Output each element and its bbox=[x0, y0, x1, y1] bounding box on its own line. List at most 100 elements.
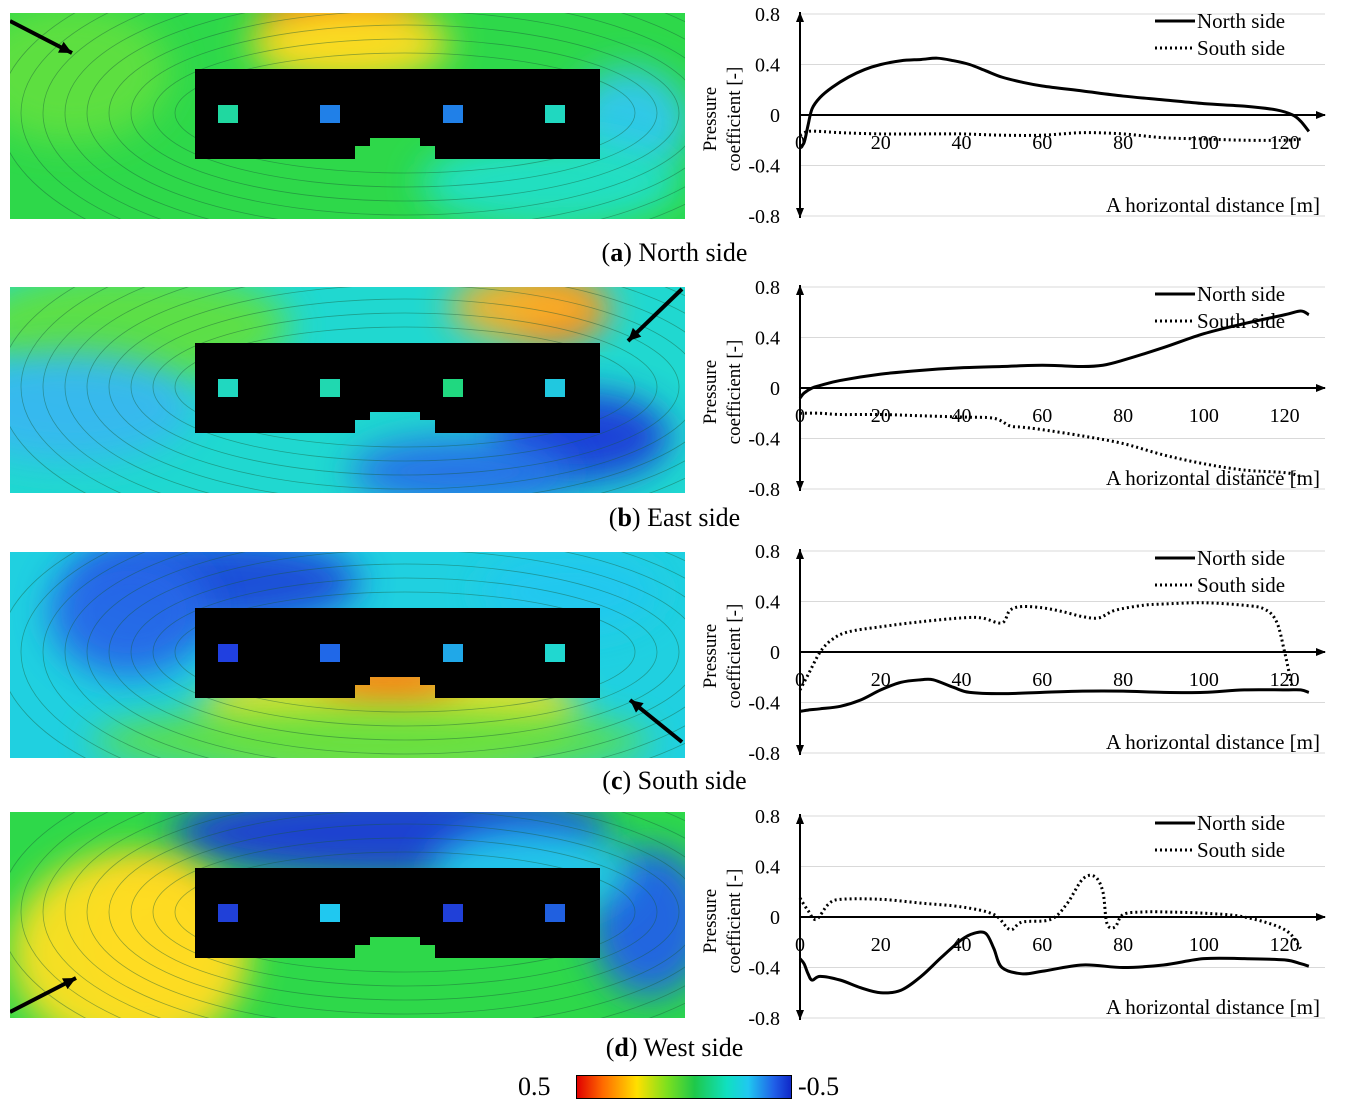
contour-line bbox=[20, 13, 122, 219]
legend-label: North side bbox=[1197, 282, 1285, 306]
courtyard bbox=[320, 904, 340, 922]
x-tick-label: 40 bbox=[952, 669, 972, 691]
contour-line bbox=[108, 13, 685, 216]
colorbar-max-label: 0.5 bbox=[518, 1072, 551, 1101]
y-tick-label: 0 bbox=[770, 105, 780, 127]
x-tick-label: 0 bbox=[795, 132, 805, 154]
building bbox=[195, 69, 600, 159]
series-line-south-side bbox=[799, 129, 1301, 142]
pressure-region bbox=[90, 707, 650, 758]
series-line-north-side bbox=[798, 930, 1310, 995]
contour-line bbox=[20, 287, 122, 493]
legend-label: South side bbox=[1197, 309, 1285, 333]
courtyard bbox=[320, 105, 340, 123]
legend-label: North side bbox=[1197, 811, 1285, 835]
y-tick-label: 0 bbox=[770, 378, 780, 400]
contour-line bbox=[86, 287, 685, 493]
contour-line bbox=[152, 38, 658, 188]
contour-line bbox=[108, 552, 685, 755]
y-tick-label: 0.8 bbox=[755, 806, 780, 828]
contour-line bbox=[174, 326, 636, 448]
contour-line bbox=[42, 812, 685, 1018]
pressure-contour-map-c bbox=[10, 552, 685, 758]
contour-line bbox=[86, 812, 685, 1018]
series-line-north-side bbox=[798, 56, 1311, 148]
contour-line bbox=[42, 13, 685, 219]
x-tick-label: 80 bbox=[1113, 132, 1133, 154]
series-line-south-side bbox=[798, 873, 1302, 950]
x-tick-label: 60 bbox=[1032, 405, 1052, 427]
x-tick-label: 100 bbox=[1189, 934, 1219, 956]
pressure-region bbox=[50, 552, 210, 677]
y-axis-label: Pressure bbox=[700, 624, 721, 688]
contour-line bbox=[130, 823, 680, 1001]
y-axis-label: Pressure bbox=[700, 360, 721, 424]
contour-svg bbox=[10, 287, 685, 493]
y-axis-arrow-top bbox=[796, 549, 804, 559]
x-axis-arrow bbox=[1316, 913, 1326, 921]
x-tick-label: 100 bbox=[1189, 405, 1219, 427]
series-line-north-side bbox=[799, 677, 1310, 713]
x-tick-label: 0 bbox=[795, 405, 805, 427]
contour-line bbox=[152, 312, 658, 462]
courtyard bbox=[320, 644, 340, 662]
y-tick-label: -0.8 bbox=[748, 479, 780, 501]
x-axis-label: A horizontal distance [m] bbox=[1106, 466, 1320, 490]
x-axis-label: A horizontal distance [m] bbox=[1106, 193, 1320, 217]
courtyard bbox=[443, 379, 463, 397]
courtyard bbox=[443, 904, 463, 922]
x-tick-label: 60 bbox=[1032, 934, 1052, 956]
contour-line bbox=[64, 287, 685, 493]
y-axis-label: coefficient [-] bbox=[724, 604, 745, 709]
x-tick-label: 120 bbox=[1270, 405, 1300, 427]
pressure-contour-map-d bbox=[10, 812, 685, 1018]
x-tick-label: 120 bbox=[1270, 934, 1300, 956]
y-axis-label: Pressure bbox=[700, 889, 721, 953]
pressure-region bbox=[10, 13, 170, 143]
courtyard bbox=[443, 105, 463, 123]
contour-line bbox=[42, 287, 685, 493]
x-tick-label: 120 bbox=[1270, 132, 1300, 154]
contour-line bbox=[152, 577, 658, 727]
courtyard bbox=[320, 379, 340, 397]
x-tick-label: 100 bbox=[1189, 132, 1219, 154]
x-tick-label: 20 bbox=[871, 132, 891, 154]
pressure-contour-map-b bbox=[10, 287, 685, 493]
y-axis-arrow-bottom bbox=[796, 745, 804, 755]
y-axis-arrow-top bbox=[796, 285, 804, 295]
y-axis-label: coefficient [-] bbox=[724, 67, 745, 172]
contour-line bbox=[64, 552, 685, 758]
y-tick-label: -0.4 bbox=[748, 156, 780, 178]
pressure-chart-c: 0.8 0.4 0 -0.4 -0.8 0 20 40 60 80 100 120 Pressure co… bbox=[700, 541, 1326, 765]
courtyard bbox=[443, 644, 463, 662]
contour-line bbox=[152, 837, 658, 987]
contour-line bbox=[130, 24, 680, 202]
y-tick-label: 0.4 bbox=[755, 592, 780, 614]
x-tick-label: 80 bbox=[1113, 669, 1133, 691]
colorbar-min-label: -0.5 bbox=[798, 1072, 840, 1101]
y-tick-label: 0 bbox=[770, 642, 780, 664]
contour-line bbox=[174, 591, 636, 713]
caption-c: (c) South side bbox=[602, 766, 747, 795]
x-tick-label: 100 bbox=[1189, 669, 1219, 691]
legend-label: South side bbox=[1197, 36, 1285, 60]
x-axis-arrow bbox=[1316, 648, 1326, 656]
x-tick-label: 40 bbox=[952, 132, 972, 154]
x-tick-label: 40 bbox=[952, 934, 972, 956]
y-tick-label: 0.4 bbox=[755, 55, 780, 77]
y-tick-label: -0.4 bbox=[748, 693, 780, 715]
x-tick-label: 80 bbox=[1113, 934, 1133, 956]
courtyard bbox=[545, 379, 565, 397]
pressure-region bbox=[10, 352, 195, 462]
y-tick-label: -0.4 bbox=[748, 958, 780, 980]
y-axis-arrow-bottom bbox=[796, 481, 804, 491]
contour-line bbox=[130, 298, 680, 476]
contour-line bbox=[20, 552, 122, 758]
building bbox=[195, 343, 600, 433]
x-axis-label: A horizontal distance [m] bbox=[1106, 730, 1320, 754]
contour-line bbox=[64, 812, 685, 1018]
y-tick-label: -0.8 bbox=[748, 1008, 780, 1030]
legend-label: South side bbox=[1197, 573, 1285, 597]
pressure-chart-a: 0.8 0.4 0 -0.4 -0.8 0 20 40 60 80 100 120 Pressure co… bbox=[700, 4, 1326, 228]
pressure-chart-d: 0.8 0.4 0 -0.4 -0.8 0 20 40 60 80 100 120 Pressure co… bbox=[700, 806, 1326, 1030]
